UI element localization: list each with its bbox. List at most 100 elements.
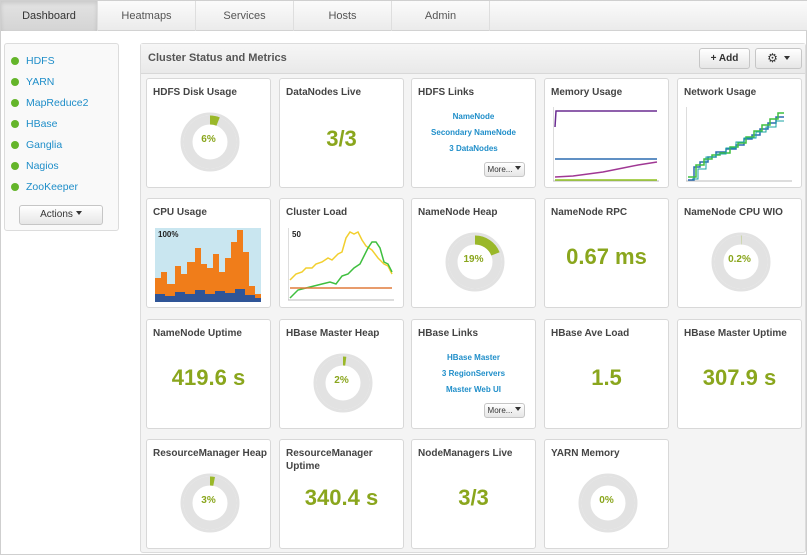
widget-title: NameNode Heap	[418, 207, 498, 218]
widget-nodemanagers-live[interactable]: NodeManagers Live 3/3	[411, 439, 536, 549]
widget-cluster-load[interactable]: Cluster Load 50	[279, 198, 404, 308]
widget-hbase-master-uptime[interactable]: HBase Master Uptime 307.9 s	[677, 319, 802, 429]
widget-title: NodeManagers Live	[418, 448, 513, 459]
widget-hdfs-links[interactable]: HDFS Links NameNode Secondary NameNode 3…	[411, 78, 536, 188]
widget-memory-usage[interactable]: Memory Usage	[544, 78, 669, 188]
metric-value: 1.5	[591, 365, 622, 390]
widget-title: NameNode RPC	[551, 207, 628, 218]
widget-network-usage[interactable]: Network Usage	[677, 78, 802, 188]
widget-title: DataNodes Live	[286, 87, 362, 98]
settings-dropdown-button[interactable]: ⚙	[755, 48, 802, 69]
link-hbase-master[interactable]: HBase Master	[447, 353, 500, 362]
gauge-track	[578, 473, 638, 533]
gauge-ring	[581, 476, 635, 530]
widget-namenode-heap[interactable]: NameNode Heap 19%	[411, 198, 536, 308]
gauge-track	[711, 232, 771, 292]
sidebar-item-mapreduce2[interactable]: MapReduce2	[11, 96, 88, 110]
actions-button-label: Actions	[40, 209, 73, 220]
pie-gauge	[578, 473, 638, 533]
widget-hbase-links[interactable]: HBase Links HBase Master 3 RegionServers…	[411, 319, 536, 429]
sidebar-item-label: ZooKeeper	[26, 181, 78, 193]
network-usage-chart	[686, 107, 792, 182]
widget-yarn-memory[interactable]: YARN Memory 0%	[544, 439, 669, 549]
network-series-line	[692, 120, 784, 180]
network-series-line	[688, 112, 784, 178]
status-ok-icon	[11, 141, 19, 149]
widget-title: ResourceManager Heap	[153, 448, 267, 459]
widget-namenode-uptime[interactable]: NameNode Uptime 419.6 s	[146, 319, 271, 429]
more-dropdown-button[interactable]: More...	[484, 403, 525, 418]
gauge-value: 0.2%	[728, 254, 751, 265]
metric-value: 419.6 s	[171, 365, 246, 390]
link-master-web-ui[interactable]: Master Web UI	[446, 385, 501, 394]
widget-title: HBase Master Heap	[286, 328, 380, 339]
widget-title: NameNode CPU WIO	[684, 207, 783, 218]
add-button-label: Add	[718, 53, 739, 64]
load-series-line	[289, 230, 393, 281]
links-list: NameNode Secondary NameNode 3 DataNodes	[412, 109, 535, 157]
link-namenode[interactable]: NameNode	[452, 112, 495, 121]
sidebar-item-label: Nagios	[26, 160, 59, 172]
sidebar-item-hbase[interactable]: HBase	[11, 117, 58, 131]
tab-hosts[interactable]: Hosts	[294, 1, 392, 31]
panel-header: Cluster Status and Metrics + Add ⚙	[141, 44, 805, 74]
tab-dashboard[interactable]: Dashboard	[1, 1, 98, 31]
link-regionservers[interactable]: 3 RegionServers	[441, 369, 506, 378]
widget-resourcemanager-heap[interactable]: ResourceManager Heap 3%	[146, 439, 271, 549]
cpu-user-area	[155, 230, 261, 302]
gauge-value: 6%	[201, 134, 216, 145]
gauge-track	[180, 473, 240, 533]
sidebar-item-ganglia[interactable]: Ganglia	[11, 138, 62, 152]
services-sidebar: HDFS YARN MapReduce2 HBase Ganglia Nagio…	[4, 43, 119, 231]
memory-series-line	[554, 161, 658, 178]
sidebar-item-hdfs[interactable]: HDFS	[11, 54, 55, 68]
cluster-status-panel: Cluster Status and Metrics + Add ⚙ HDFS …	[140, 43, 806, 553]
link-datanodes[interactable]: 3 DataNodes	[449, 144, 498, 153]
gauge-value: 0%	[599, 495, 614, 506]
widget-title: Cluster Load	[286, 207, 348, 218]
widget-namenode-cpu-wio[interactable]: NameNode CPU WIO 0.2%	[677, 198, 802, 308]
tab-services[interactable]: Services	[196, 1, 294, 31]
caret-down-icon	[515, 407, 522, 411]
sidebar-item-nagios[interactable]: Nagios	[11, 159, 59, 173]
gauge-track	[313, 353, 373, 413]
widget-title: YARN Memory	[551, 448, 620, 459]
cpu-usage-chart: 100%	[155, 228, 261, 302]
status-ok-icon	[11, 99, 19, 107]
more-dropdown-button[interactable]: More...	[484, 162, 525, 177]
sidebar-item-yarn[interactable]: YARN	[11, 75, 54, 89]
sidebar-item-label: HDFS	[26, 55, 55, 67]
pie-gauge	[313, 353, 373, 413]
tab-heatmaps[interactable]: Heatmaps	[98, 1, 196, 31]
status-ok-icon	[11, 162, 19, 170]
sidebar-item-label: MapReduce2	[26, 97, 89, 109]
add-widget-button[interactable]: + Add	[699, 48, 750, 69]
panel-title: Cluster Status and Metrics	[148, 52, 287, 64]
gauge-value: 2%	[334, 375, 349, 386]
gauge-ring	[714, 235, 768, 289]
widget-title: HBase Master Uptime	[684, 328, 787, 339]
widget-cpu-usage[interactable]: CPU Usage 100%	[146, 198, 271, 308]
widget-title: Network Usage	[684, 87, 757, 98]
widget-hdfs-disk-usage[interactable]: HDFS Disk Usage 6%	[146, 78, 271, 188]
widget-hbase-master-heap[interactable]: HBase Master Heap 2%	[279, 319, 404, 429]
actions-button[interactable]: Actions	[19, 205, 103, 225]
widget-namenode-rpc[interactable]: NameNode RPC 0.67 ms	[544, 198, 669, 308]
cluster-load-chart: 50	[288, 228, 394, 301]
cpu-system-area	[155, 289, 261, 302]
link-secondary-namenode[interactable]: Secondary NameNode	[431, 128, 516, 137]
memory-usage-chart	[553, 107, 659, 182]
widget-title: CPU Usage	[153, 207, 207, 218]
sidebar-item-label: YARN	[26, 76, 55, 88]
gauge-value: 3%	[201, 495, 216, 506]
tab-admin[interactable]: Admin	[392, 1, 490, 31]
widget-datanodes-live[interactable]: DataNodes Live 3/3	[279, 78, 404, 188]
status-ok-icon	[11, 120, 19, 128]
widget-hbase-ave-load[interactable]: HBase Ave Load 1.5	[544, 319, 669, 429]
sidebar-item-label: HBase	[26, 118, 58, 130]
gauge-track	[445, 232, 505, 292]
metric-value: 0.67 ms	[566, 244, 647, 269]
sidebar-item-zookeeper[interactable]: ZooKeeper	[11, 180, 78, 194]
widget-resourcemanager-uptime[interactable]: ResourceManager Uptime 340.4 s	[279, 439, 404, 549]
pie-gauge	[180, 112, 240, 172]
